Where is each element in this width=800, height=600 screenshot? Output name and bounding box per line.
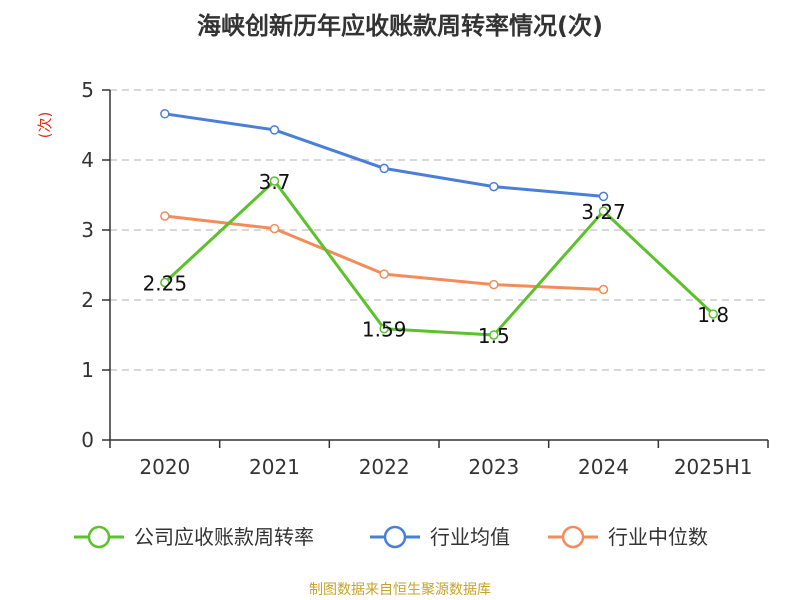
data-point: [160, 109, 170, 119]
data-label: 1.59: [362, 318, 407, 342]
data-point: [489, 330, 499, 340]
x-tick-label: 2023: [468, 455, 519, 479]
x-tick-label: 2021: [249, 455, 300, 479]
data-label: 1.8: [697, 303, 729, 327]
data-point: [598, 284, 609, 295]
data-point: [269, 176, 280, 186]
legend-swatch-marker: [561, 525, 585, 549]
data-point: [379, 163, 389, 174]
legend-label: 行业中位数: [608, 525, 708, 549]
data-point: [379, 323, 389, 334]
legend-label: 公司应收账款周转率: [134, 525, 314, 549]
data-label: 3.7: [259, 170, 291, 194]
y-tick-label: 2: [81, 288, 94, 312]
data-point: [160, 211, 170, 221]
x-tick-label: 2025H1: [674, 455, 753, 479]
legend-swatch-marker: [87, 525, 111, 549]
data-point: [269, 125, 280, 135]
x-tick-label: 2022: [359, 455, 410, 479]
data-point: [489, 279, 499, 290]
data-label: 3.27: [581, 200, 626, 224]
y-tick-label: 1: [81, 358, 94, 382]
data-labels: 2.25 3.7 1.59 1.5 3.27 1.8: [143, 170, 730, 348]
series-line: [163, 179, 715, 337]
y-axis-label: (次): [36, 112, 54, 139]
y-tick-label: 0: [81, 428, 94, 452]
legend: 公司应收账款周转率 行业均值 行业中位数: [74, 525, 708, 549]
chart-title: 海峡创新历年应收账款周转率情况(次): [197, 12, 603, 40]
data-point: [598, 191, 609, 202]
y-tick-label: 5: [81, 78, 94, 102]
data-label: 2.25: [143, 272, 188, 296]
data-point: [379, 269, 389, 279]
gridlines: [110, 89, 768, 371]
legend-swatch-marker: [383, 525, 407, 549]
data-point: [708, 309, 718, 319]
data-point: [598, 206, 609, 216]
y-tick-label: 4: [81, 148, 94, 172]
legend-label: 行业均值: [430, 525, 510, 549]
series-line: [164, 112, 604, 198]
series-layer: [160, 109, 718, 340]
y-tick-label: 3: [81, 218, 94, 242]
data-point: [269, 223, 280, 234]
source-note: 制图数据来自恒生聚源数据库: [309, 582, 491, 598]
data-point: [489, 181, 499, 192]
data-label: 1.5: [478, 324, 510, 348]
x-tick-label: 2024: [578, 455, 629, 479]
axes: 0 1 2 3 4 5 2020 2021 2022 2023 2024 2025H1: [81, 78, 769, 479]
x-tick-label: 2020: [139, 455, 190, 479]
data-point: [160, 277, 170, 288]
